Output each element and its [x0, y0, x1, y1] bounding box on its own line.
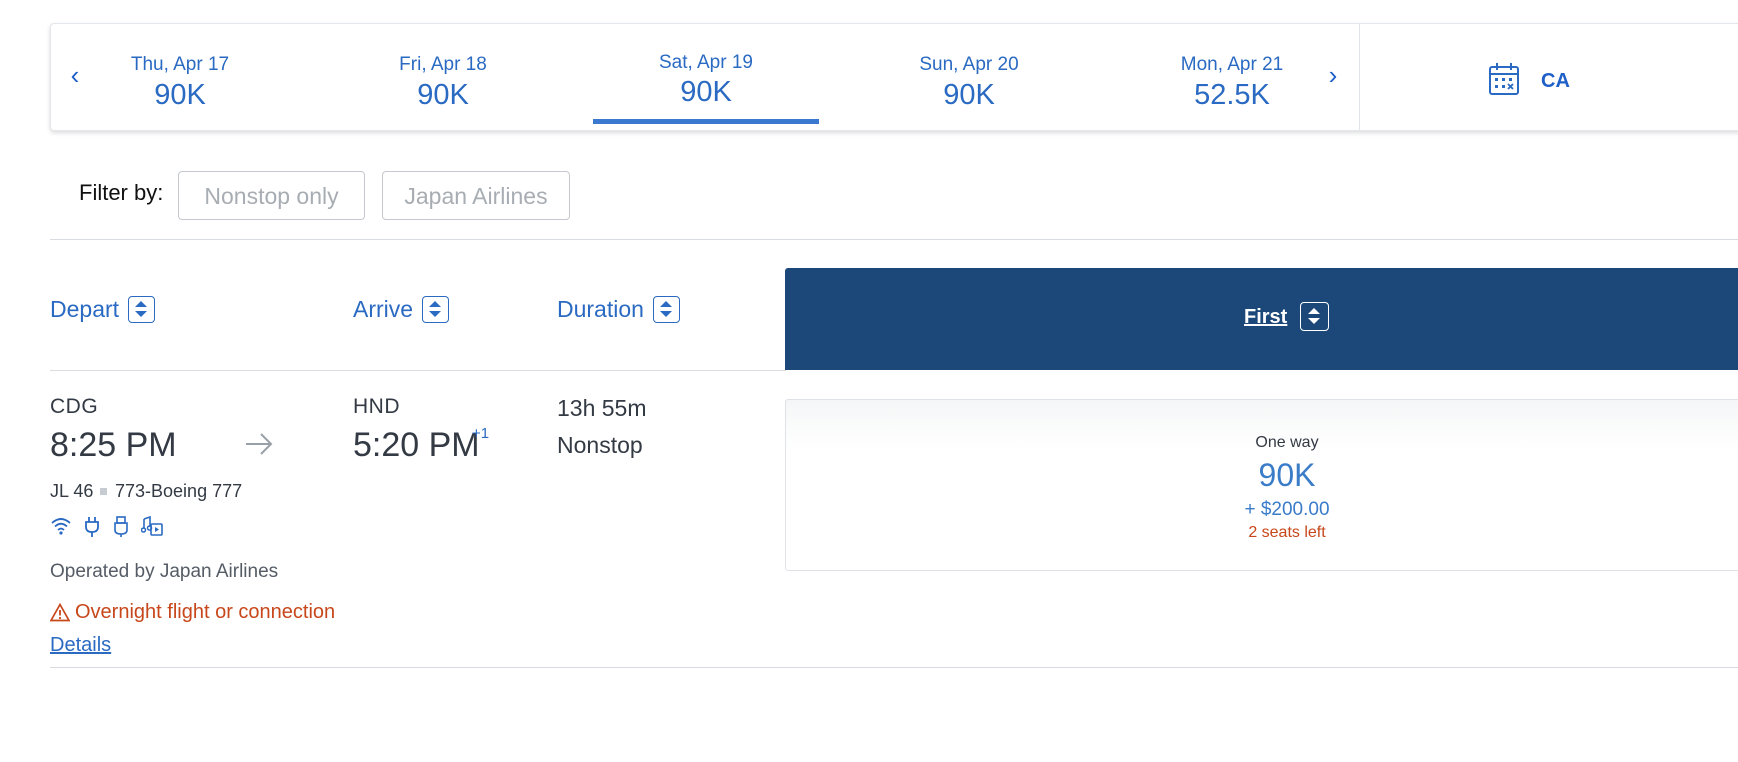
airline-filter-button[interactable]: Japan Airlines — [382, 171, 570, 220]
date-label: Fri, Apr 18 — [399, 54, 487, 75]
arrive-header-label: Arrive — [353, 296, 414, 322]
date-label: Thu, Apr 17 — [130, 54, 230, 75]
flight-number: JL 46 — [50, 481, 94, 501]
divider — [50, 239, 1738, 240]
day-offset: +1 — [472, 425, 490, 442]
date-price: 52.5K — [1194, 79, 1270, 111]
date-tab-apr-19[interactable]: Sat, Apr 19 90K — [593, 24, 819, 130]
sort-duration-button[interactable]: Duration — [557, 296, 680, 323]
destination-airport: HND — [353, 395, 400, 418]
wifi-icon — [51, 518, 71, 535]
calendar-icon[interactable] — [1488, 62, 1520, 96]
usb-icon — [114, 516, 128, 537]
sort-icon[interactable] — [1300, 302, 1329, 331]
sort-depart-button[interactable]: Depart — [50, 296, 156, 323]
warning-text: Overnight flight or connection — [75, 601, 336, 623]
fare-taxes: + $200.00 — [1244, 499, 1330, 520]
depart-header-label: Depart — [50, 296, 120, 322]
date-tab-apr-17[interactable]: Thu, Apr 17 90K — [67, 24, 293, 130]
overnight-warning: Overnight flight or connection — [50, 601, 335, 624]
power-plug-icon — [85, 517, 99, 537]
date-tab-apr-21[interactable]: Mon, Apr 21 52.5K — [1119, 24, 1345, 130]
flight-duration: 13h 55m — [557, 395, 647, 421]
trip-type-label: One way — [1255, 434, 1319, 451]
next-dates-button[interactable]: › — [1328, 60, 1338, 90]
date-tab-apr-20[interactable]: Sun, Apr 20 90K — [856, 24, 1082, 130]
date-price: 90K — [680, 76, 732, 108]
sort-icon — [128, 296, 156, 323]
operated-by-text: Operated by Japan Airlines — [50, 561, 279, 582]
date-price: 90K — [154, 79, 206, 111]
date-tab-apr-18[interactable]: Fri, Apr 18 90K — [330, 24, 556, 130]
sort-icon — [422, 296, 450, 323]
divider — [50, 370, 786, 371]
selected-date-indicator — [593, 119, 819, 124]
origin-airport: CDG — [50, 395, 99, 418]
sort-icon — [652, 296, 680, 323]
previous-dates-button[interactable]: ‹ — [70, 60, 80, 90]
date-label: Sun, Apr 20 — [919, 54, 1019, 75]
depart-time: 8:25 PM — [50, 426, 177, 464]
stops-label: Nonstop — [557, 432, 643, 458]
sort-first-cabin-link[interactable]: First — [1244, 306, 1288, 328]
date-price: 90K — [943, 79, 995, 111]
arrow-right-icon — [246, 433, 273, 455]
seats-left: 2 seats left — [1248, 524, 1326, 541]
date-price: 90K — [417, 79, 469, 111]
fare-option-first[interactable]: One way 90K + $200.00 2 seats left — [785, 399, 1738, 571]
sort-arrive-button[interactable]: Arrive — [353, 296, 450, 323]
strip-divider — [1359, 24, 1360, 130]
nonstop-filter-button[interactable]: Nonstop only — [178, 171, 365, 220]
duration-header-label: Duration — [557, 296, 644, 322]
cabin-header-first: First — [785, 268, 1738, 370]
entertainment-icon — [141, 516, 163, 536]
separator-dot — [100, 488, 107, 495]
arrive-time: 5:20 PM — [353, 426, 480, 464]
date-selector-strip: ‹ Thu, Apr 17 90K Fri, Apr 18 90K Sat, A… — [50, 23, 1738, 131]
aircraft-type: 773-Boeing 777 — [115, 481, 243, 501]
row-divider — [50, 667, 1738, 668]
calendar-view-label[interactable]: CA — [1541, 70, 1570, 92]
details-link[interactable]: Details — [50, 634, 112, 656]
fare-miles: 90K — [1258, 457, 1316, 493]
date-label: Mon, Apr 21 — [1180, 54, 1284, 75]
date-label: Sat, Apr 19 — [658, 52, 753, 73]
filter-label: Filter by: — [79, 180, 164, 205]
warning-icon — [50, 603, 70, 622]
